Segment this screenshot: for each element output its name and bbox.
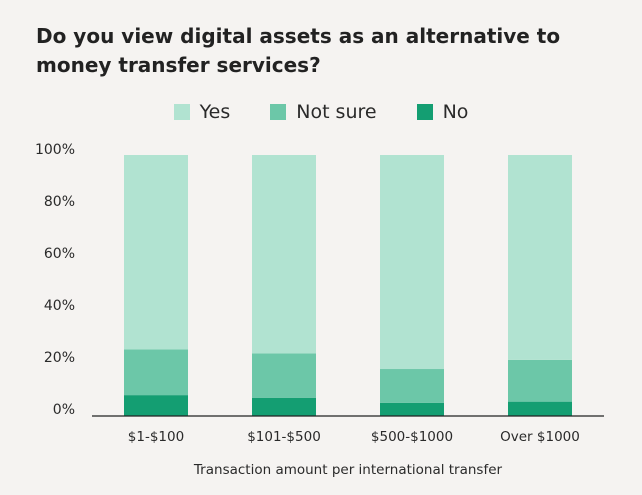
- legend-swatch-yes: [173, 104, 190, 120]
- x-axis-categories: $1-$100 $101-$500 $500-$1000 Over $1000: [128, 429, 580, 445]
- bar-segment-yes: [252, 155, 316, 354]
- legend-label-not-sure: Not sure: [296, 101, 377, 123]
- bar-segment-yes: [380, 155, 444, 370]
- bar-segment-yes: [508, 155, 572, 360]
- y-tick-label: 100%: [35, 142, 75, 158]
- legend-swatch-no: [416, 104, 433, 120]
- bar-segment-yes: [124, 155, 188, 350]
- bar-segment-no: [252, 397, 316, 416]
- bar-segment-not-sure: [380, 369, 444, 403]
- bar-segment-no: [380, 402, 444, 416]
- bar-segment-not-sure: [252, 353, 316, 398]
- bar-segment-not-sure: [124, 349, 188, 396]
- legend-item-yes: Yes: [173, 101, 231, 123]
- bars: [124, 155, 572, 416]
- y-tick-label: 20%: [44, 350, 75, 366]
- legend-swatch-not-sure: [270, 104, 287, 120]
- y-tick-label: 60%: [44, 246, 75, 262]
- legend: Yes Not sure No: [0, 101, 642, 123]
- y-axis-ticks: 0% 20% 40% 60% 80% 100%: [35, 142, 75, 418]
- y-tick-label: 40%: [44, 298, 75, 314]
- bar-segment-no: [508, 401, 572, 416]
- legend-item-no: No: [416, 101, 469, 123]
- legend-label-no: No: [442, 101, 469, 123]
- x-category-label: $500-$1000: [371, 429, 453, 445]
- bar-segment-not-sure: [508, 359, 572, 402]
- x-axis-title: Transaction amount per international tra…: [193, 462, 503, 478]
- x-category-label: Over $1000: [500, 429, 580, 445]
- chart-title: Do you view digital assets as an alterna…: [36, 24, 561, 77]
- bar-segment-no: [124, 395, 188, 416]
- legend-label-yes: Yes: [199, 101, 231, 123]
- y-tick-label: 80%: [44, 194, 75, 210]
- x-category-label: $101-$500: [247, 429, 321, 445]
- y-tick-label: 0%: [53, 402, 75, 418]
- x-category-label: $1-$100: [128, 429, 184, 445]
- legend-item-not-sure: Not sure: [270, 101, 377, 123]
